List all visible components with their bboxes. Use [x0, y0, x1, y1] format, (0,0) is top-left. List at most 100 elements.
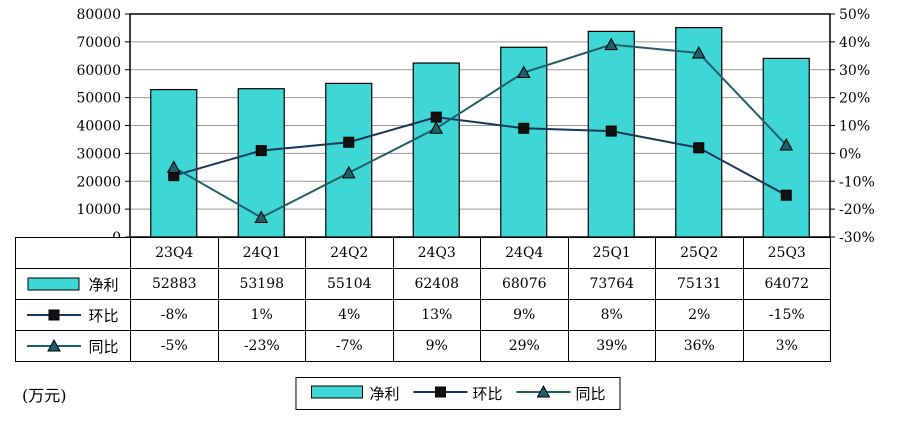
table-cell: 53198	[217, 268, 306, 300]
bar-24Q4	[500, 46, 548, 238]
triangle-marker-icon	[516, 65, 531, 79]
category-label: 24Q3	[392, 237, 481, 269]
triangle-marker-icon	[341, 165, 356, 179]
triangle-marker-icon	[604, 37, 619, 51]
qoq-line-marker-icon	[413, 386, 468, 397]
table-cell: 4%	[305, 299, 394, 331]
square-marker-icon	[518, 122, 530, 134]
table-cell: 68076	[480, 268, 569, 300]
triangle-marker-icon	[429, 121, 444, 134]
table-cell: 64072	[742, 268, 831, 300]
right-axis-tick-label: 50%	[839, 7, 870, 23]
unit-label: (万元)	[22, 386, 67, 405]
category-label: 25Q2	[655, 237, 744, 269]
table-cell: 13%	[392, 299, 481, 331]
right-axis-tick-label: 20%	[839, 91, 870, 107]
left-axis-tick-label: 70000	[76, 35, 121, 51]
category-label: 24Q1	[217, 237, 306, 269]
category-label: 25Q3	[742, 237, 831, 269]
bar-24Q3	[412, 62, 460, 238]
square-marker-icon	[343, 136, 355, 148]
triangle-marker-icon	[254, 210, 269, 223]
legend-item-netprofit: 净利	[310, 383, 399, 404]
table-row: 环比 -8% 1% 4% 13% 9% 8% 2% -15%	[15, 299, 831, 331]
table-row: 净利 52883 53198 55104 62408 68076 73764 75131 640…	[15, 268, 831, 300]
right-axis-tick-label: 0%	[839, 146, 861, 162]
category-label: 25Q1	[567, 237, 656, 269]
series-key-cell: 环比	[15, 299, 131, 331]
left-axis-tick-label: 50000	[76, 91, 121, 107]
series-name-label: 同比	[88, 337, 119, 356]
left-axis-tick-label: 80000	[76, 7, 121, 23]
left-axis-tick-label: 40000	[76, 119, 121, 135]
series-key-cell: 净利	[15, 268, 131, 300]
category-row: 23Q4 24Q1 24Q2 24Q3 24Q4 25Q1 25Q2 25Q3	[15, 237, 831, 269]
combo-chart-plot: 0-30%10000-20%20000-10%300000%4000010%50…	[76, 7, 875, 246]
bar-24Q2	[325, 82, 373, 238]
table-row: 同比 -5% -23% -7% 9% 29% 39% 36% 3%	[15, 330, 831, 362]
legend-item-yoy: 同比	[516, 383, 606, 404]
table-corner-cell	[15, 237, 131, 269]
table-cell: 55104	[305, 268, 394, 300]
table-cell: 29%	[480, 330, 569, 362]
table-cell: 73764	[567, 268, 656, 300]
triangle-marker-icon	[166, 160, 181, 173]
table-cell: 9%	[480, 299, 569, 331]
table-cell: 75131	[655, 268, 744, 300]
table-cell: -8%	[130, 299, 219, 331]
table-cell: 39%	[567, 330, 656, 362]
series-name-label: 环比	[88, 306, 119, 325]
square-marker-icon	[430, 111, 442, 123]
yoy-line-marker-icon	[27, 338, 82, 352]
category-label: 24Q2	[305, 237, 394, 269]
left-axis-tick-label: 20000	[76, 174, 121, 190]
table-cell: 1%	[217, 299, 306, 331]
square-marker-icon	[605, 125, 617, 137]
chart-data-table: 23Q4 24Q1 24Q2 24Q3 24Q4 25Q1 25Q2 25Q3 净利 52883 5…	[15, 237, 831, 362]
table-cell: 9%	[392, 330, 481, 362]
yoy-line-marker-icon	[516, 384, 571, 397]
triangle-marker-icon	[691, 45, 706, 59]
right-axis-tick-label: -30%	[839, 230, 875, 246]
table-cell: -5%	[130, 330, 219, 362]
legend-label-qoq: 环比	[472, 385, 503, 403]
square-marker-icon	[255, 145, 267, 157]
table-cell: 3%	[742, 330, 831, 362]
legend-item-qoq: 环比	[413, 383, 503, 404]
triangle-marker-icon	[779, 137, 794, 151]
table-cell: -23%	[217, 330, 306, 362]
left-axis-tick-label: 10000	[76, 202, 121, 218]
table-cell: 8%	[567, 299, 656, 331]
left-axis-tick-label: 60000	[76, 63, 121, 79]
right-axis-tick-label: 10%	[839, 119, 870, 135]
right-axis-tick-label: 40%	[839, 35, 870, 51]
bar-25Q2	[675, 26, 723, 238]
square-marker-icon	[780, 189, 792, 201]
line-series	[173, 116, 787, 197]
series-key-cell: 同比	[15, 330, 131, 362]
table-cell: 2%	[655, 299, 744, 331]
legend-label-netprofit: 净利	[369, 385, 400, 403]
right-axis-tick-label: -20%	[839, 202, 875, 218]
category-label: 24Q4	[480, 237, 569, 269]
table-cell: 62408	[392, 268, 481, 300]
netprofit-swatch-icon	[310, 385, 363, 398]
table-cell: -7%	[305, 330, 394, 362]
right-axis-tick-label: 30%	[839, 63, 870, 79]
netprofit-swatch-icon	[27, 277, 80, 291]
series-name-label: 净利	[88, 275, 119, 294]
qoq-line-marker-icon	[27, 309, 82, 321]
table-cell: 52883	[130, 268, 219, 300]
line-series	[173, 43, 787, 219]
table-cell: 36%	[655, 330, 744, 362]
chart-legend: 净利 环比 同比	[295, 377, 621, 410]
square-marker-icon	[693, 142, 705, 154]
left-axis-tick-label: 30000	[76, 146, 121, 162]
netprofit-swatch-icon	[310, 384, 364, 404]
category-label: 23Q4	[130, 237, 219, 269]
table-cell: -15%	[742, 299, 831, 331]
yoy-line-marker-icon	[516, 384, 571, 404]
qoq-line-marker-icon	[413, 384, 468, 404]
legend-label-yoy: 同比	[575, 385, 606, 403]
